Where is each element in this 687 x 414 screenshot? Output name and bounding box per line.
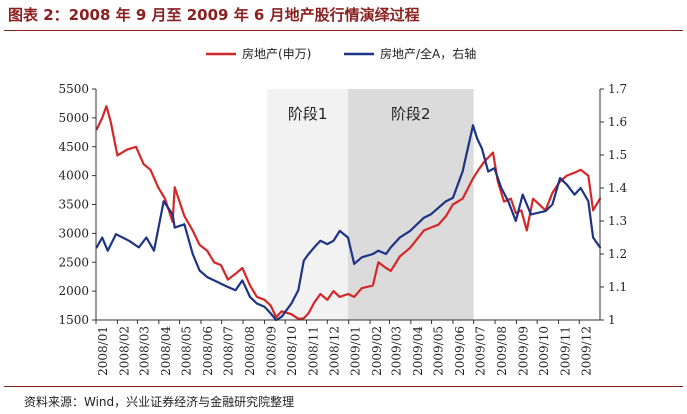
x-tick-label: 2008/06 [201, 326, 215, 376]
shaded-region-1 [267, 89, 348, 320]
y-left-tick-label: 1500 [58, 313, 89, 327]
legend-label-1: 房地产(申万) [242, 46, 311, 61]
x-tick-label: 2009/09 [516, 326, 530, 376]
y-right-tick-label: 1 [608, 313, 616, 327]
x-tick-label: 2008/10 [285, 326, 299, 376]
x-tick-label: 2008/12 [327, 326, 341, 376]
legend: 房地产(申万) 房地产/全A，右轴 [206, 46, 476, 61]
y-left-tick-label: 4500 [58, 140, 89, 154]
source-rule [4, 386, 683, 387]
x-tick-label: 2008/08 [243, 326, 257, 376]
region-label-1: 阶段1 [288, 105, 328, 123]
x-tick-label: 2008/05 [180, 326, 194, 376]
y-left-tick-label: 2500 [58, 255, 89, 269]
x-tick-label: 2008/07 [222, 326, 236, 376]
y-left-tick-label: 5000 [58, 111, 89, 125]
y-left-tick-label: 3000 [58, 226, 89, 240]
x-tick-label: 2008/03 [137, 326, 151, 376]
title-rule [4, 30, 683, 31]
x-tick-label: 2008/11 [307, 326, 321, 376]
x-tick-label: 2008/02 [117, 326, 131, 376]
y-right-tick-label: 1.7 [608, 82, 627, 96]
y-right-tick-label: 1.5 [608, 148, 627, 162]
x-tick-label: 2009/02 [370, 326, 384, 376]
x-tick-label: 2009/08 [495, 326, 509, 376]
y-right-tick-label: 1.6 [608, 115, 627, 129]
series-line-1 [95, 105, 602, 320]
x-tick-label: 2008/04 [159, 326, 173, 376]
x-tick-label: 2009/10 [537, 326, 551, 376]
figure-title: 图表 2：2008 年 9 月至 2009 年 6 月地产股行情演绎过程 [8, 6, 420, 24]
y-left-tick-label: 4000 [58, 169, 89, 183]
series-line-2 [95, 124, 602, 322]
x-tick-label: 2009/12 [579, 326, 593, 376]
y-left-tick-label: 5500 [58, 82, 89, 96]
x-tick-label: 2008/09 [264, 326, 278, 376]
y-right-tick-label: 1.3 [608, 214, 627, 228]
y-left-tick-label: 2000 [58, 284, 89, 298]
x-tick-label: 2008/01 [96, 326, 110, 376]
axes: 1500 2000 2500 3000 3500 4000 4500 5000 5500 1 1.1… [58, 82, 627, 376]
shaded-regions: 阶段1 阶段2 [267, 89, 474, 320]
region-label-2: 阶段2 [391, 105, 431, 123]
source-note: 资料来源：Wind，兴业证券经济与金融研究院整理 [24, 395, 295, 409]
x-tick-label: 2009/11 [559, 326, 573, 376]
y-right-tick-label: 1.2 [608, 247, 627, 261]
x-tick-label: 2009/03 [389, 326, 403, 376]
y-left-tick-label: 3500 [58, 198, 89, 212]
x-tick-label: 2009/07 [474, 326, 488, 376]
x-tick-label: 2009/01 [349, 326, 363, 376]
y-right-tick-label: 1.1 [608, 280, 627, 294]
x-tick-label: 2009/06 [453, 326, 467, 376]
legend-label-2: 房地产/全A，右轴 [380, 46, 476, 61]
series-lines [95, 105, 602, 322]
x-tick-label: 2009/04 [411, 326, 425, 376]
y-right-tick-label: 1.4 [608, 181, 627, 195]
x-tick-label: 2009/05 [432, 326, 446, 376]
